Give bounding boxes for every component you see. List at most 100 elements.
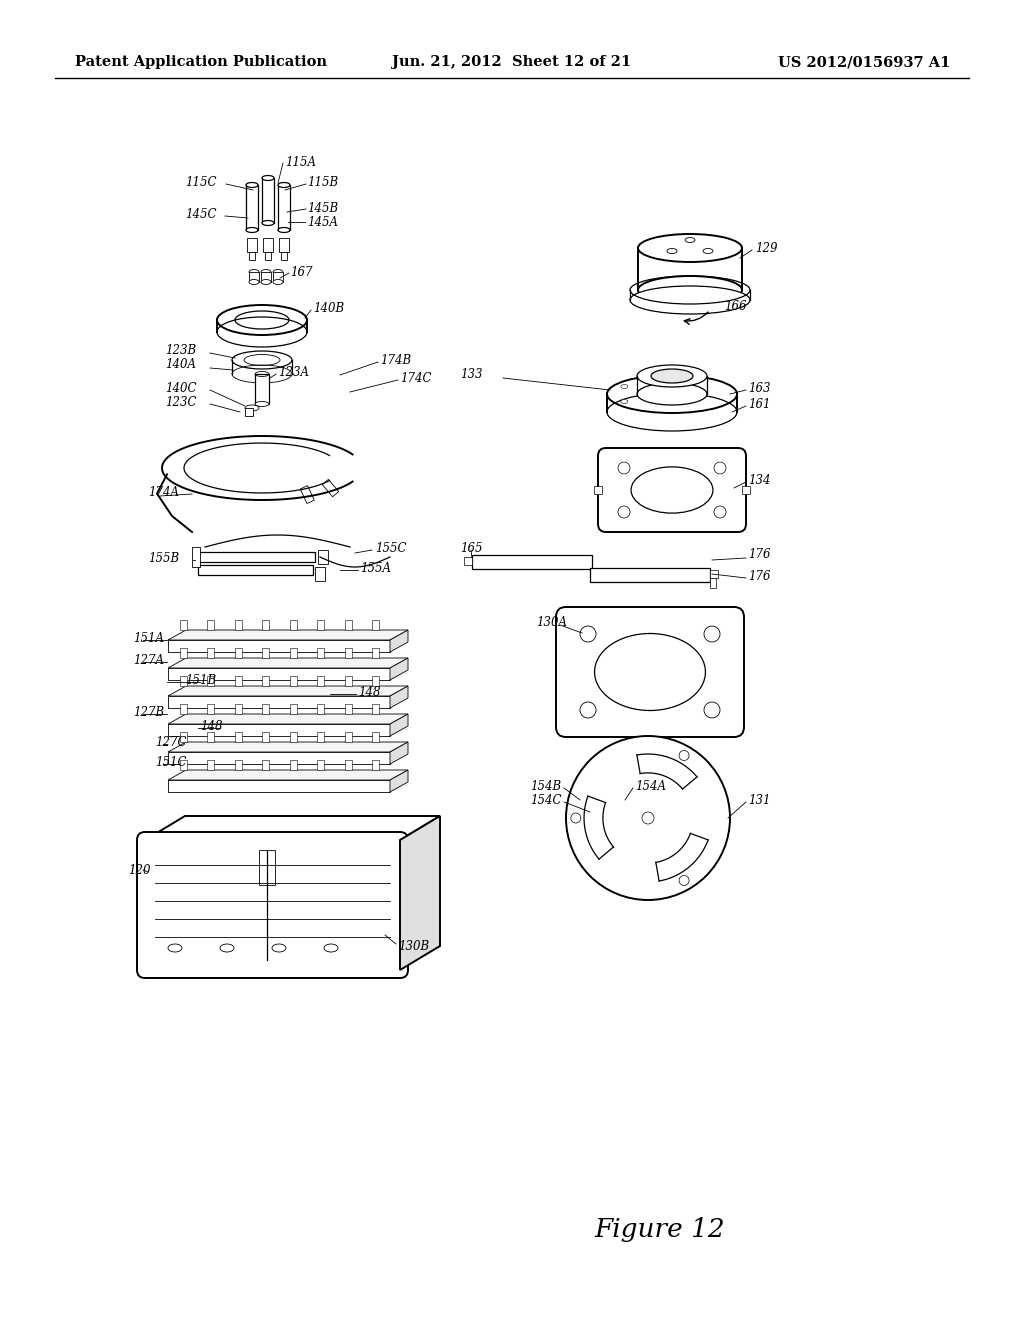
Bar: [290, 704, 297, 714]
Bar: [594, 486, 602, 494]
Ellipse shape: [595, 634, 706, 710]
Text: 148: 148: [358, 685, 381, 698]
Text: 161: 161: [748, 397, 770, 411]
Bar: [208, 676, 214, 686]
Ellipse shape: [638, 234, 742, 261]
Ellipse shape: [246, 227, 258, 232]
Text: 134: 134: [748, 474, 770, 487]
Text: 140B: 140B: [313, 301, 344, 314]
Ellipse shape: [278, 227, 290, 232]
Polygon shape: [168, 742, 408, 752]
Bar: [259, 850, 275, 884]
Text: 174A: 174A: [148, 486, 179, 499]
Text: 154A: 154A: [635, 780, 666, 792]
Bar: [249, 272, 259, 282]
Polygon shape: [168, 668, 390, 680]
Bar: [262, 733, 269, 742]
Polygon shape: [168, 640, 390, 652]
Ellipse shape: [638, 276, 742, 304]
Bar: [255, 374, 269, 404]
Bar: [372, 704, 379, 714]
Text: 127C: 127C: [155, 735, 186, 748]
Bar: [249, 252, 255, 260]
Bar: [180, 648, 187, 657]
Bar: [344, 648, 351, 657]
Circle shape: [679, 751, 689, 760]
Bar: [344, 620, 351, 630]
Text: 155C: 155C: [375, 541, 407, 554]
FancyBboxPatch shape: [556, 607, 744, 737]
Polygon shape: [390, 630, 408, 652]
Text: 163: 163: [748, 381, 770, 395]
Text: 155B: 155B: [148, 552, 179, 565]
Text: 148: 148: [200, 719, 222, 733]
Bar: [180, 620, 187, 630]
Bar: [317, 676, 325, 686]
Text: Figure 12: Figure 12: [595, 1217, 725, 1242]
Text: 154C: 154C: [530, 793, 561, 807]
Bar: [195, 552, 315, 562]
Bar: [246, 185, 258, 230]
Polygon shape: [390, 686, 408, 708]
Ellipse shape: [637, 366, 707, 387]
Polygon shape: [400, 816, 440, 970]
Text: 123A: 123A: [278, 366, 309, 379]
Bar: [180, 760, 187, 770]
Text: 115C: 115C: [185, 177, 216, 190]
Ellipse shape: [246, 182, 258, 187]
Text: 151B: 151B: [185, 673, 216, 686]
Bar: [590, 568, 710, 582]
Bar: [344, 733, 351, 742]
Ellipse shape: [168, 944, 182, 952]
Bar: [234, 760, 242, 770]
Bar: [372, 620, 379, 630]
Ellipse shape: [685, 238, 695, 243]
Ellipse shape: [244, 355, 280, 366]
Bar: [263, 238, 273, 252]
Bar: [208, 704, 214, 714]
Bar: [262, 178, 274, 223]
Bar: [262, 648, 269, 657]
Bar: [344, 704, 351, 714]
Polygon shape: [168, 780, 390, 792]
FancyBboxPatch shape: [598, 447, 746, 532]
Circle shape: [642, 812, 654, 824]
Bar: [290, 648, 297, 657]
Bar: [193, 546, 200, 568]
Ellipse shape: [651, 370, 693, 383]
Ellipse shape: [249, 280, 259, 285]
Bar: [344, 676, 351, 686]
Bar: [472, 554, 592, 569]
Bar: [234, 648, 242, 657]
Circle shape: [580, 626, 596, 642]
FancyBboxPatch shape: [137, 832, 408, 978]
Text: 131: 131: [748, 793, 770, 807]
Bar: [180, 704, 187, 714]
Text: 123C: 123C: [165, 396, 197, 408]
Bar: [262, 704, 269, 714]
Polygon shape: [145, 816, 440, 840]
Text: 140C: 140C: [165, 381, 197, 395]
Ellipse shape: [630, 286, 750, 314]
Text: US 2012/0156937 A1: US 2012/0156937 A1: [777, 55, 950, 69]
Bar: [317, 704, 325, 714]
Text: 166: 166: [724, 300, 746, 313]
Bar: [265, 252, 271, 260]
Ellipse shape: [234, 312, 289, 329]
Polygon shape: [168, 657, 408, 668]
Polygon shape: [168, 630, 408, 640]
Bar: [262, 676, 269, 686]
Polygon shape: [390, 770, 408, 792]
Bar: [234, 676, 242, 686]
Bar: [262, 760, 269, 770]
Ellipse shape: [261, 269, 271, 275]
Ellipse shape: [703, 248, 713, 253]
Bar: [290, 620, 297, 630]
Bar: [317, 648, 325, 657]
Text: Patent Application Publication: Patent Application Publication: [75, 55, 327, 69]
Bar: [208, 760, 214, 770]
Ellipse shape: [262, 176, 274, 181]
Bar: [317, 760, 325, 770]
Bar: [300, 486, 314, 503]
Polygon shape: [168, 686, 408, 696]
